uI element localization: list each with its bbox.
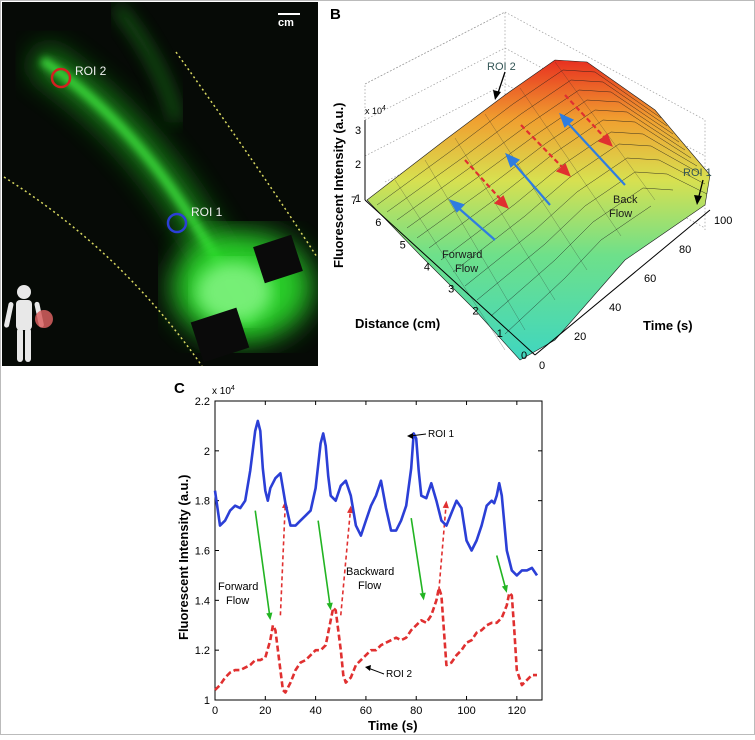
time-series-panel: 0 20 40 60 80 100 120 1 1.2 1.4 1.6 1.8 2 2.2 ROI 1 R… (172, 378, 755, 735)
roi-2-pointer-head (365, 665, 371, 671)
time-series-chart: 0 20 40 60 80 100 120 1 1.2 1.4 1.6 1.8 2 2.2 ROI 1 R… (176, 385, 543, 733)
y-exponent: x 104 (212, 385, 235, 397)
forward-flow-label-2: Flow (226, 595, 249, 607)
intensity-surface (366, 59, 711, 361)
forward-flow-arrow (254, 510, 273, 621)
surface-forward-label-2: Flow (455, 263, 478, 275)
forward-flow-arrow (495, 555, 508, 593)
x-tick-label: 20 (259, 705, 271, 717)
y-tick-label: 1 (204, 695, 210, 707)
surface-time-tick: 40 (609, 302, 621, 314)
forward-flow-arrows (448, 112, 626, 241)
forward-flow-arrow (410, 517, 426, 601)
surface-distance-tick: 6 (375, 217, 381, 229)
roi-2-annotation: ROI 2 (386, 669, 413, 680)
surface-z-exponent: x 104 (365, 105, 386, 116)
limb-boundary-upper (175, 51, 318, 258)
chart-annotations: ROI 1 ROI 2 Forward Flow Backward Flow (218, 429, 455, 680)
surface-distance-tick: 1 (497, 328, 503, 340)
forward-flow-label: Forward (218, 581, 258, 593)
roi-2-marker (50, 67, 72, 89)
fluorescence-image-panel: ROI 2 ROI 1 cm (2, 2, 318, 366)
surface-plot-panel: ROI 2 ROI 1 Forward Flow Back Flow x 104… (325, 0, 755, 372)
surface-time-label: Time (s) (643, 318, 693, 333)
surface-roi-1-label: ROI 1 (683, 167, 712, 179)
surface-time-tick: 20 (574, 331, 586, 343)
surface-distance-tick: 2 (472, 306, 478, 318)
y-tick-label: 1.6 (195, 546, 210, 558)
surface-time-tick: 80 (679, 244, 691, 256)
surface-distance-axis (364, 199, 536, 356)
marker-square-upper (253, 234, 303, 284)
vessel-upper (113, 3, 182, 124)
surface-y-axis-label: Fluorescent Intensity (a.u.) (331, 103, 346, 268)
surface-plot: ROI 2 ROI 1 Forward Flow Back Flow x 104… (331, 11, 732, 372)
injection-location-marker (35, 310, 53, 328)
series-line-roi-2 (214, 586, 537, 694)
surface-distance-tick: 0 (521, 350, 527, 362)
roi-1-pointer-head (407, 433, 413, 439)
y-tick-label: 1.8 (195, 496, 210, 508)
panel-b-label: B (330, 6, 341, 23)
plot-area (214, 400, 543, 701)
x-tick-label: 100 (457, 705, 475, 717)
surface-back-label-2: Flow (609, 208, 632, 220)
x-tick-label: 0 (212, 705, 218, 717)
backward-flow-label: Backward (346, 566, 394, 578)
surface-z-tick: 3 (355, 125, 361, 137)
limb-boundary-lower (3, 176, 203, 366)
y-tick-label: 1.4 (195, 595, 210, 607)
x-tick-label: 80 (410, 705, 422, 717)
scale-bar-label: cm (278, 17, 294, 29)
surface-distance-tick: 7 (351, 195, 357, 207)
backward-flow-arrow (438, 500, 449, 591)
y-axis-label: Fluorescent Intensity (a.u.) (176, 475, 191, 640)
series-line-roi-1 (213, 419, 539, 577)
roi-2-pointer (367, 667, 385, 675)
surface-roi-2-label: ROI 2 (487, 61, 516, 73)
surface-time-tick: 100 (714, 215, 732, 227)
surface-back-label: Back (613, 194, 638, 206)
surface-distance-ticks: 0 1 2 3 4 5 6 7 (351, 195, 527, 362)
roi-1-annotation: ROI 1 (428, 429, 455, 440)
surface-forward-label: Forward (442, 249, 482, 261)
chart-series (213, 419, 539, 694)
surface-time-ticks: 0 20 40 60 80 100 (539, 215, 732, 372)
x-tick-label: 60 (360, 705, 372, 717)
x-tick-label: 120 (508, 705, 526, 717)
y-tick-label: 1.2 (195, 645, 210, 657)
y-tick-label: 2.2 (195, 396, 210, 408)
x-tick-label: 40 (309, 705, 321, 717)
surface-z-tick: 2 (355, 159, 361, 171)
backward-flow-arrow (339, 505, 354, 616)
chart-axes: 0 20 40 60 80 100 120 1 1.2 1.4 1.6 1.8 2 2.2 (195, 396, 543, 717)
surface-distance-tick: 3 (448, 284, 454, 296)
roi-1-label: ROI 1 (191, 205, 223, 219)
surface-time-tick: 60 (644, 273, 656, 285)
roi-2-label: ROI 2 (75, 64, 107, 78)
roi-1-marker (166, 212, 188, 234)
back-flow-arrows (464, 94, 613, 209)
surface-distance-tick: 5 (400, 239, 406, 251)
forward-flow-arrow (317, 520, 333, 611)
surface-distance-tick: 4 (424, 261, 430, 273)
x-axis-label: Time (s) (368, 718, 418, 733)
surface-time-axis (534, 209, 711, 356)
surface-z-tick: 1 (355, 193, 361, 205)
marker-square-lower (190, 307, 250, 363)
y-tick-label: 2 (204, 446, 210, 458)
fluorescence-image: ROI 2 ROI 1 cm (2, 2, 318, 366)
surface-distance-label: Distance (cm) (355, 316, 440, 331)
backward-flow-label-2: Flow (358, 580, 381, 592)
surface-time-tick: 0 (539, 360, 545, 370)
panel-c-label: C (174, 380, 185, 397)
